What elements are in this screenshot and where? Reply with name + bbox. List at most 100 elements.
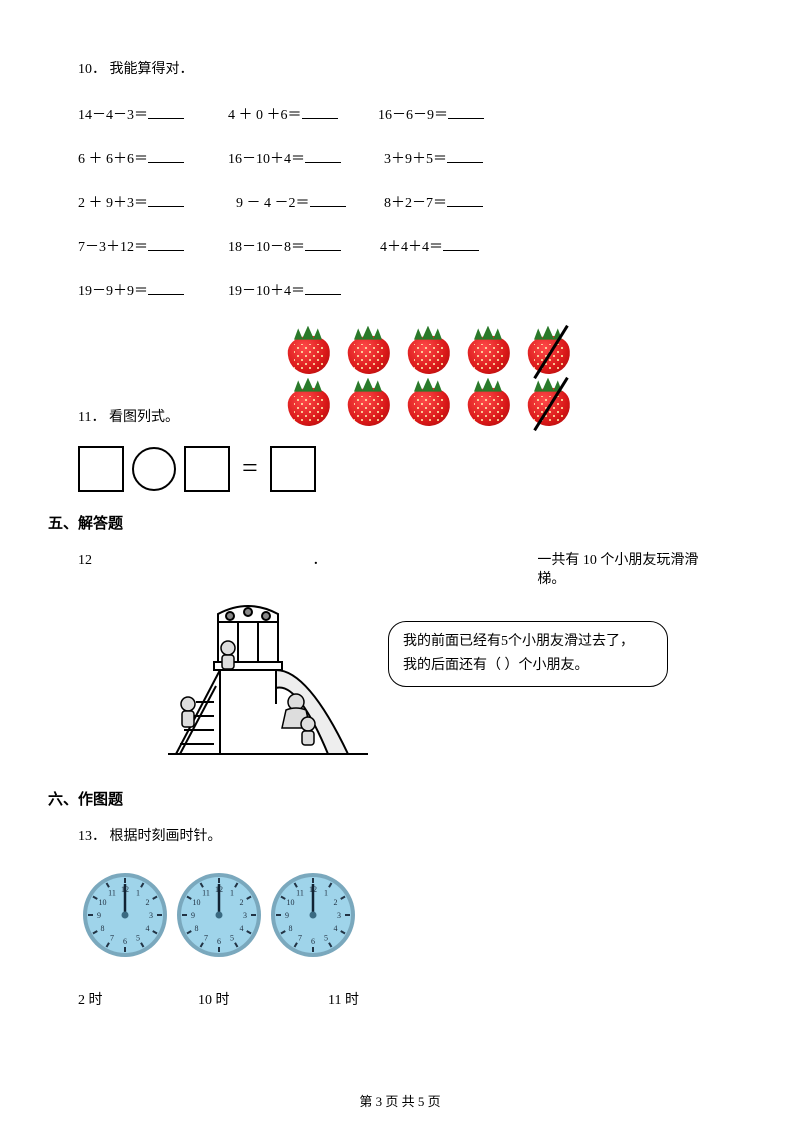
svg-text:10: 10 [192,898,200,907]
equation-row: 7－3＋12＝ 18－10－8＝ 4＋4＋4＝ [78,236,722,256]
strawberry-figure [279,324,579,428]
q12-dot: ． [312,551,322,590]
equation-expr: 9 － 4 －2＝ [236,196,310,211]
speech-bubble: 我的前面已经有5个小朋友滑过去了， 我的后面还有（ ）个小朋友。 [388,621,668,687]
answer-blank[interactable] [305,237,341,251]
svg-text:2: 2 [240,898,244,907]
section-6-heading: 六、作图题 [48,788,722,809]
page-footer: 第 3 页 共 5 页 [0,1091,800,1110]
equation-expr: 14－4－3＝ [78,108,148,123]
equation-cell: 8＋2－7＝ [384,192,534,212]
equation-cell: 3＋9＋5＝ [384,148,534,168]
svg-text:7: 7 [298,934,302,943]
answer-blank[interactable] [310,193,346,207]
clock: 121234567891011 [78,870,172,965]
q13-title: 根据时刻画时针。 [110,829,222,844]
equation-cell: 4＋4＋4＝ [380,236,530,256]
q10-sep: ． [92,62,106,77]
strawberry-icon [340,324,398,376]
answer-blank[interactable] [148,105,184,119]
equation-cell: 16－10＋4＝ [228,148,384,168]
svg-text:3: 3 [149,911,153,920]
equation-expr: 4＋4＋4＝ [380,240,443,255]
svg-text:3: 3 [243,911,247,920]
q10-number: 10 [78,62,92,77]
strawberry-icon [460,376,518,428]
section-5-heading: 五、解答题 [48,512,722,533]
answer-blank[interactable] [148,237,184,251]
equation-row: 19－9＋9＝ 19－10＋4＝ [78,280,722,300]
clock-label: 2 时 [78,989,198,1009]
svg-text:6: 6 [217,937,221,946]
svg-text:8: 8 [194,924,198,933]
svg-text:9: 9 [97,911,101,920]
strawberry-icon [280,324,338,376]
clock-labels: 2 时10 时11 时 [78,989,722,1009]
answer-blank[interactable] [148,149,184,163]
speech-line-2: 我的后面还有（ ）个小朋友。 [403,654,653,678]
clock: 121234567891011 [172,870,266,965]
clock-label: 11 时 [328,989,428,1009]
svg-text:8: 8 [288,924,292,933]
answer-blank[interactable] [443,237,479,251]
footer-suffix: 页 [424,1094,440,1109]
equation-expr: 19－9＋9＝ [78,284,148,299]
answer-blank[interactable] [447,149,483,163]
q12-line: 12 ． 一共有 10 个小朋友玩滑滑梯。 [78,551,722,590]
equation-expr: 2 ＋ 9＋3＝ [78,196,148,211]
answer-blank[interactable] [148,193,184,207]
slide-illustration [158,604,378,764]
q12-tail: 一共有 10 个小朋友玩滑滑梯。 [537,551,722,590]
svg-text:4: 4 [334,924,338,933]
svg-text:2: 2 [146,898,150,907]
equation-expr: 16－10＋4＝ [228,152,305,167]
q13-number: 13 [78,829,92,844]
equation-expr: 7－3＋12＝ [78,240,148,255]
answer-blank[interactable] [305,281,341,295]
answer-blank[interactable] [302,105,338,119]
q12-spacer1 [107,551,312,590]
svg-text:1: 1 [230,889,234,898]
equation-cell: 19－10＋4＝ [228,280,378,300]
q11-title-line: 11． 看图列式。 [78,408,179,428]
equals-sign: = [242,453,258,485]
box-operand-2[interactable] [184,446,230,492]
answer-blank[interactable] [447,193,483,207]
answer-blank[interactable] [148,281,184,295]
svg-text:6: 6 [123,937,127,946]
q11-title: 看图列式。 [109,410,179,425]
equation-cell: 19－9＋9＝ [78,280,228,300]
footer-prefix: 第 [359,1094,375,1109]
equation-cell: 18－10－8＝ [228,236,380,256]
strawberry-icon [460,324,518,376]
q11-row: 11． 看图列式。 [78,324,722,428]
equation-cell: 16－6－9＝ [378,104,528,124]
strawberry-icon [340,376,398,428]
strawberry-row [279,324,579,376]
answer-blank[interactable] [305,149,341,163]
q13-title-line: 13． 根据时刻画时针。 [78,827,722,847]
q13-sep: ． [92,829,106,844]
svg-text:2: 2 [334,898,338,907]
equation-expr: 8＋2－7＝ [384,196,447,211]
equation-cell: 9 － 4 －2＝ [236,192,384,212]
svg-text:7: 7 [110,934,114,943]
box-result[interactable] [270,446,316,492]
svg-text:7: 7 [204,934,208,943]
strawberry-row [279,376,579,428]
circle-operator[interactable] [132,447,176,491]
box-operand-1[interactable] [78,446,124,492]
strawberry-icon [400,324,458,376]
strawberry-icon [520,324,578,376]
equation-expr: 16－6－9＝ [378,108,448,123]
svg-text:10: 10 [98,898,106,907]
q10-equations: 14－4－3＝4 ＋ 0 ＋6＝16－6－9＝ 6 ＋ 6＋6＝16－10＋4＝ 3… [78,104,722,300]
equation-row: 14－4－3＝4 ＋ 0 ＋6＝16－6－9＝ [78,104,722,124]
q12-number: 12 [78,551,107,590]
slide-figure-area: 我的前面已经有5个小朋友滑过去了， 我的后面还有（ ）个小朋友。 [158,604,722,764]
clock-label: 10 时 [198,989,328,1009]
strawberry-icon [400,376,458,428]
equation-expr: 18－10－8＝ [228,240,305,255]
answer-blank[interactable] [448,105,484,119]
equation-cell: 6 ＋ 6＋6＝ [78,148,228,168]
